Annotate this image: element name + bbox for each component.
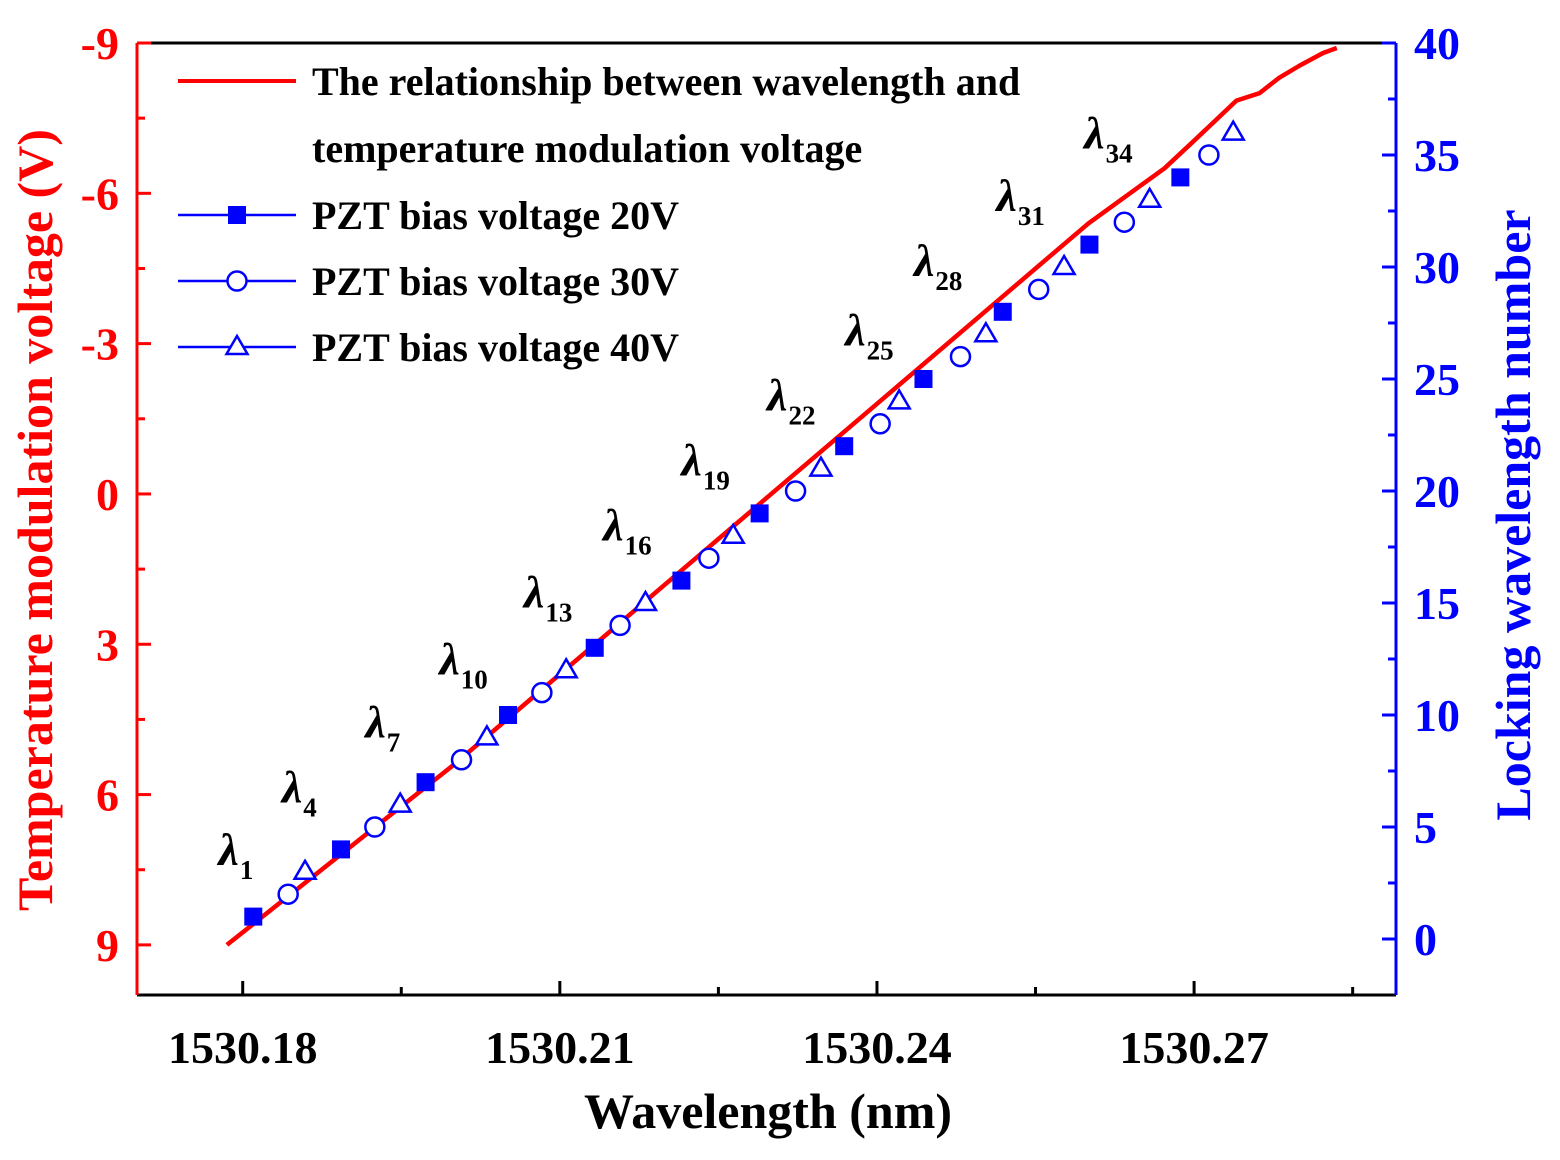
- lambda-subscript: 22: [788, 400, 815, 430]
- legend-label: PZT bias voltage 40V: [312, 325, 679, 370]
- square-filled-point: [585, 638, 604, 657]
- square-filled-point: [835, 437, 854, 456]
- triangle-open-point: [720, 522, 746, 545]
- lambda-subscript: 19: [703, 465, 730, 495]
- circle-open-point: [609, 614, 631, 637]
- lambda-subscript: 4: [303, 792, 317, 822]
- lambda-label: λ31: [994, 170, 1044, 231]
- circle-open-point: [364, 816, 386, 838]
- lambda-label: λ19: [679, 434, 729, 495]
- triangle-open-point: [1220, 119, 1246, 141]
- legend-triangle-open-marker: [224, 333, 250, 356]
- lambda-label: λ34: [1082, 107, 1132, 168]
- lambda-label: λ1: [216, 824, 253, 885]
- lambda-label: λ10: [437, 634, 487, 695]
- lambda-label: λ7: [363, 696, 400, 757]
- plot-frame: [135, 41, 1398, 997]
- lambda-label: λ22: [765, 369, 815, 430]
- triangle-open-point: [1137, 186, 1163, 209]
- lambda-label: λ4: [280, 761, 317, 822]
- legend-label: temperature modulation voltage: [312, 126, 862, 171]
- lambda-label: λ28: [912, 235, 962, 296]
- lambda-subscript: 7: [387, 727, 401, 757]
- circle-open-point: [450, 749, 473, 771]
- y-right-axis-title: Locking wavelength number: [1485, 209, 1541, 820]
- square-filled-point: [416, 773, 435, 792]
- lambda-label: λ13: [522, 566, 572, 627]
- circle-open-point: [1198, 144, 1220, 166]
- square-filled-point: [914, 370, 933, 388]
- lambda-label: λ25: [843, 304, 893, 365]
- y-right-tick-label: 40: [1414, 18, 1460, 69]
- y-left-axis-title: Temperature modulation voltage (V): [7, 129, 63, 911]
- legend-label: PZT bias voltage 20V: [312, 193, 679, 238]
- lambda-subscript: 16: [625, 530, 652, 560]
- y-right-tick-label: 10: [1414, 690, 1460, 741]
- y-right-tick-label: 35: [1414, 130, 1460, 181]
- legend-label: PZT bias voltage 30V: [312, 259, 679, 304]
- y-left-tick-label: 6: [96, 770, 119, 821]
- y-left-tick-label: 9: [96, 920, 119, 971]
- square-filled-point: [1080, 235, 1099, 254]
- circle-open-point: [698, 547, 720, 569]
- lambda-subscript: 34: [1106, 138, 1133, 168]
- circle-open-point: [277, 883, 299, 905]
- x-tick-label: 1530.18: [168, 1022, 318, 1073]
- lambda-subscript: 1: [240, 855, 254, 885]
- x-axis: 1530.18 1530.21 1530.24 1530.27: [168, 981, 1355, 1073]
- y-left-tick-label: -6: [81, 168, 119, 219]
- lambda-subscript: 28: [935, 266, 962, 296]
- square-filled-point: [332, 840, 351, 859]
- legend: The relationship between wavelength and t…: [178, 59, 1020, 370]
- y-left-tick-label: 0: [96, 469, 119, 520]
- lambda-subscript: 13: [545, 597, 572, 627]
- y-right-tick-label: 30: [1414, 242, 1460, 293]
- triangle-open-point: [387, 791, 413, 813]
- y-right-tick-label: 15: [1414, 578, 1460, 629]
- square-filled-point: [672, 571, 691, 590]
- y-right-tick-label: 5: [1414, 802, 1437, 853]
- triangle-open-point: [973, 320, 999, 343]
- legend-circle-open-marker: [226, 270, 248, 292]
- x-tick-label: 1530.27: [1119, 1022, 1269, 1073]
- circle-open-point: [531, 681, 553, 704]
- x-tick-label: 1530.24: [802, 1022, 952, 1073]
- circle-open-point: [1027, 278, 1050, 301]
- square-filled-point: [993, 302, 1012, 321]
- legend-label: The relationship between wavelength and: [312, 59, 1020, 104]
- lambda-subscript: 31: [1018, 201, 1045, 231]
- legend-square-filled-marker: [228, 206, 246, 224]
- triangle-open-point: [292, 858, 318, 881]
- lambda-subscript: 25: [867, 335, 894, 365]
- circle-open-point: [869, 413, 891, 435]
- lambda-subscript: 10: [461, 665, 488, 695]
- square-filled-point: [1171, 168, 1190, 187]
- triangle-open-point: [632, 589, 659, 612]
- lambda-label: λ16: [601, 499, 651, 560]
- x-tick-label: 1530.21: [485, 1022, 635, 1073]
- circle-open-point: [784, 480, 807, 502]
- y-left-tick-label: -9: [81, 18, 119, 69]
- triangle-open-point: [808, 455, 834, 477]
- square-filled-point: [499, 706, 518, 724]
- circle-open-point: [949, 345, 972, 368]
- series-layer: [225, 45, 1338, 947]
- y-right-axis: 0 5 10 15 20 25 30 35 40: [1382, 18, 1460, 965]
- triangle-open-point: [553, 656, 579, 679]
- y-right-tick-label: 25: [1414, 354, 1460, 405]
- triangle-open-point: [886, 387, 912, 410]
- square-filled-point: [750, 504, 769, 523]
- triangle-open-point: [1051, 253, 1077, 276]
- y-right-tick-label: 0: [1414, 914, 1437, 965]
- y-left-tick-label: -3: [81, 319, 119, 370]
- triangle-open-point: [474, 723, 500, 746]
- y-right-tick-label: 20: [1414, 466, 1460, 517]
- circle-open-point: [1113, 211, 1136, 233]
- y-left-axis: -9 -6 -3 0 3 6 9: [81, 18, 151, 971]
- square-filled-point: [244, 907, 263, 926]
- y-left-tick-label: 3: [96, 619, 119, 670]
- x-axis-title: Wavelength (nm): [584, 1083, 952, 1139]
